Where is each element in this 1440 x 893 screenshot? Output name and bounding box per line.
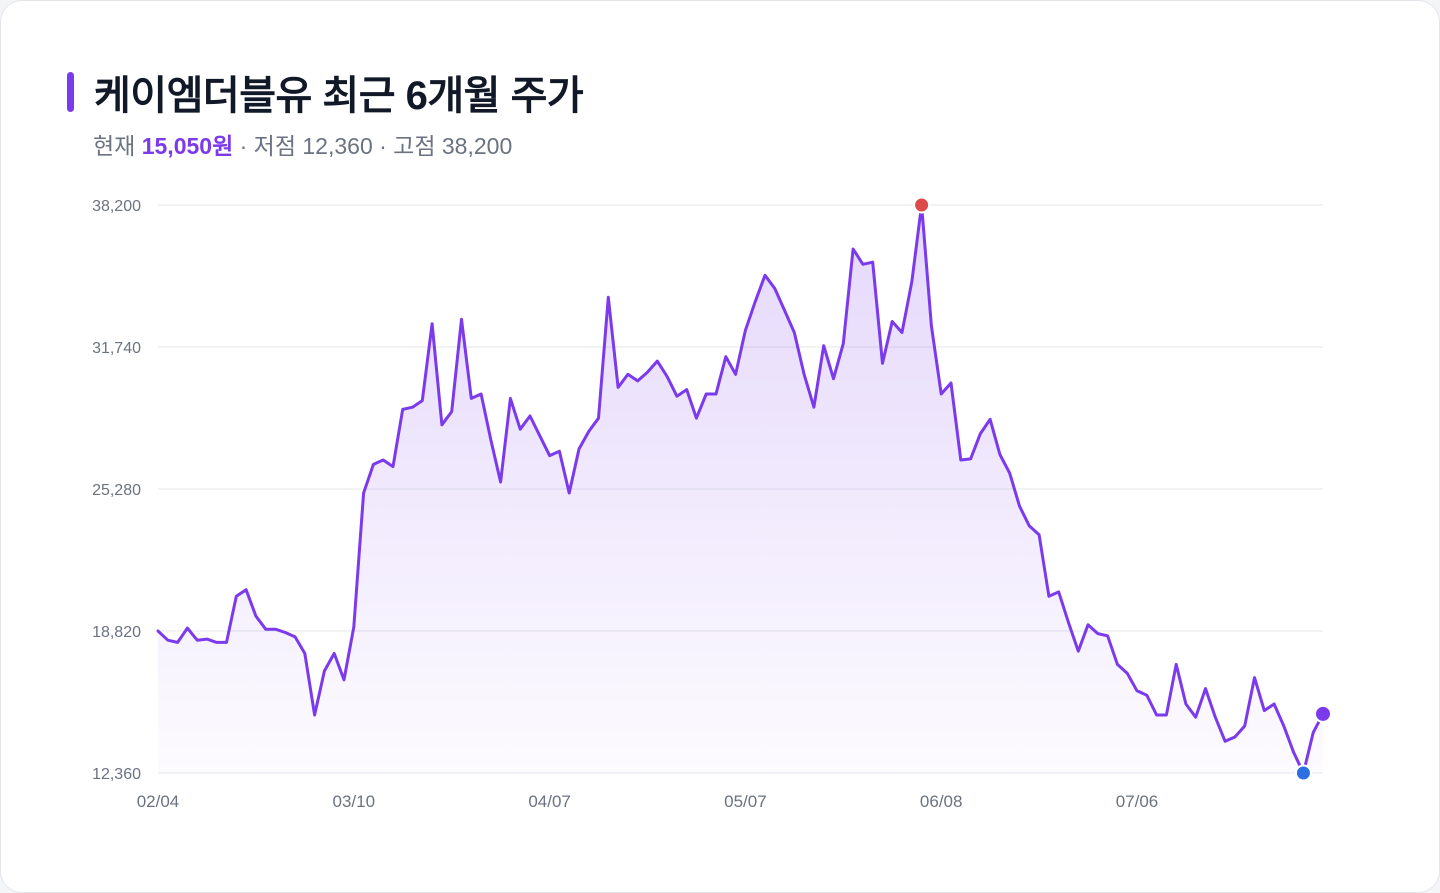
- low-marker: [1294, 764, 1312, 782]
- x-tick-label: 04/07: [528, 792, 571, 811]
- x-tick-label: 02/04: [137, 792, 180, 811]
- price-line: [156, 203, 1325, 775]
- x-tick-label: 05/07: [724, 792, 767, 811]
- markers: [913, 196, 1332, 782]
- low-price: · 저점 12,360: [239, 133, 373, 159]
- price-area: [158, 205, 1323, 773]
- y-tick-label: 12,360: [92, 766, 141, 783]
- y-tick-label: 18,820: [92, 624, 141, 641]
- y-tick-label: 38,200: [92, 198, 141, 215]
- last-marker: [1314, 704, 1332, 723]
- high-marker: [913, 196, 931, 214]
- y-tick-label: 31,740: [92, 340, 141, 357]
- high-price: · 고점 38,200: [379, 133, 513, 159]
- y-axis: 12,360 18,820 25,280 31,740 38,200: [92, 198, 141, 783]
- chart-title: 케이엠더블유 최근 6개월 주가: [94, 74, 584, 118]
- x-tick-label: 07/06: [1116, 792, 1159, 811]
- x-tick-label: 06/08: [920, 792, 963, 811]
- x-tick-label: 03/10: [333, 792, 376, 811]
- current-label: 현재: [93, 133, 136, 159]
- accent-bar: [67, 72, 74, 112]
- price-summary: 현재 15,050원 · 저점 12,360 · 고점 38,200: [93, 127, 512, 161]
- current-price: 15,050원: [141, 133, 234, 159]
- y-tick-label: 25,280: [92, 482, 141, 499]
- title-row: 케이엠더블유 최근 6개월 주가: [67, 63, 584, 121]
- x-axis: 02/04 03/10 04/07 05/07 06/08 07/06: [137, 792, 1159, 811]
